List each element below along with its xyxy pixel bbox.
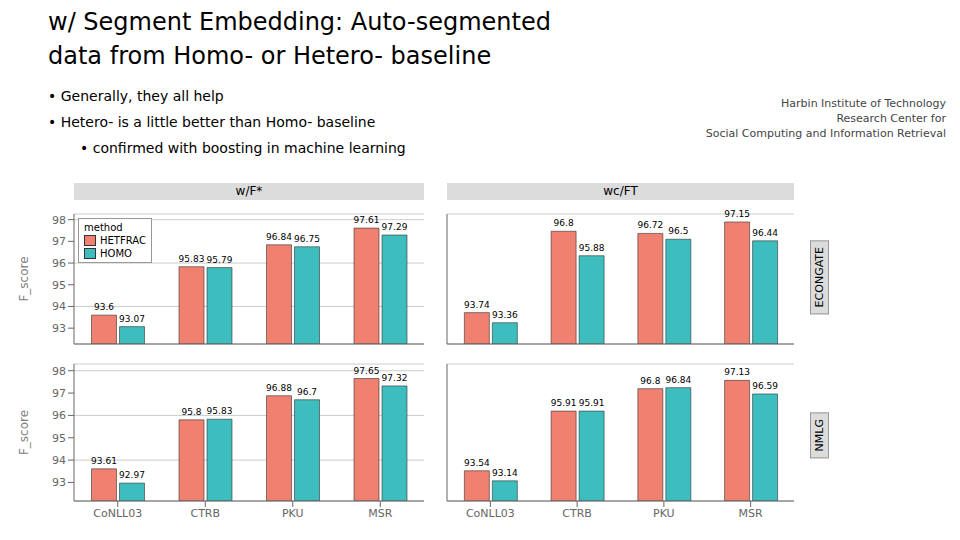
- svg-text:F_score: F_score: [17, 410, 31, 455]
- svg-text:95.79: 95.79: [207, 255, 233, 265]
- svg-text:98: 98: [52, 365, 66, 378]
- html-text:• Generally, they all help: • Generally, they all help: [48, 88, 224, 104]
- svg-text:F_score: F_score: [17, 256, 31, 301]
- svg-text:97.65: 97.65: [354, 366, 380, 376]
- svg-text:93.36: 93.36: [492, 310, 518, 320]
- svg-text:93.07: 93.07: [119, 314, 145, 324]
- svg-text:93.54: 93.54: [464, 458, 490, 468]
- html-text:w/F*: w/F*: [235, 184, 263, 198]
- html-text:HETFRAC: HETFRAC: [100, 235, 146, 246]
- svg-text:97: 97: [52, 387, 66, 400]
- svg-text:97.13: 97.13: [724, 367, 750, 377]
- svg-text:96: 96: [52, 257, 66, 270]
- svg-text:93: 93: [52, 476, 66, 489]
- svg-text:CoNLL03: CoNLL03: [466, 507, 515, 520]
- svg-text:95.91: 95.91: [579, 398, 605, 408]
- html-text:NMLG: NMLG: [812, 419, 826, 452]
- svg-text:97: 97: [52, 235, 66, 248]
- svg-text:95: 95: [52, 432, 66, 445]
- svg-text:MSR: MSR: [739, 507, 763, 520]
- svg-text:96.59: 96.59: [752, 381, 778, 391]
- svg-text:95.91: 95.91: [551, 398, 577, 408]
- svg-text:98: 98: [52, 214, 66, 227]
- svg-text:PKU: PKU: [282, 507, 304, 520]
- svg-text:96.7: 96.7: [297, 387, 317, 397]
- svg-text:95.88: 95.88: [579, 243, 605, 253]
- svg-text:95.8: 95.8: [181, 407, 201, 417]
- svg-text:95.83: 95.83: [207, 406, 233, 416]
- svg-text:CoNLL03: CoNLL03: [93, 507, 142, 520]
- svg-text:92.97: 92.97: [119, 470, 145, 480]
- svg-text:96.8: 96.8: [554, 218, 574, 228]
- svg-text:97.29: 97.29: [382, 222, 408, 232]
- svg-text:MSR: MSR: [368, 507, 392, 520]
- html-text:w/ Segment Embedding: Auto-seg: w/ Segment Embedding: Auto-segmented: [48, 8, 551, 36]
- html-text:method: method: [84, 222, 123, 233]
- html-text:• confirmed with boosting in m: • confirmed with boosting in machine lea…: [80, 140, 406, 156]
- svg-text:94: 94: [52, 300, 66, 313]
- svg-text:95: 95: [52, 279, 66, 292]
- svg-text:96.72: 96.72: [637, 220, 663, 230]
- svg-text:97.15: 97.15: [724, 209, 750, 219]
- svg-text:CTRB: CTRB: [562, 507, 592, 520]
- svg-text:PKU: PKU: [653, 507, 675, 520]
- html-text:Harbin Institute of Technology: Harbin Institute of Technology Research …: [705, 97, 946, 140]
- svg-text:96.88: 96.88: [266, 383, 292, 393]
- svg-text:93: 93: [52, 322, 66, 335]
- svg-text:96.84: 96.84: [266, 232, 292, 242]
- svg-text:96: 96: [52, 409, 66, 422]
- svg-text:93.74: 93.74: [464, 300, 490, 310]
- svg-text:94: 94: [52, 454, 66, 467]
- svg-text:97.61: 97.61: [354, 215, 380, 225]
- html-text:ECONGATE: ECONGATE: [812, 247, 826, 308]
- svg-text:CTRB: CTRB: [190, 507, 220, 520]
- html-text:wc/FT: wc/FT: [603, 184, 638, 198]
- html-text:HOMO: HOMO: [100, 248, 132, 259]
- svg-text:95.83: 95.83: [179, 254, 205, 264]
- svg-text:96.5: 96.5: [668, 226, 688, 236]
- html-text:• Hetero- is a little better t: • Hetero- is a little better than Homo- …: [48, 114, 376, 130]
- svg-text:96.8: 96.8: [640, 376, 660, 386]
- svg-text:96.84: 96.84: [665, 375, 691, 385]
- svg-text:96.75: 96.75: [294, 234, 320, 244]
- svg-text:97.32: 97.32: [382, 373, 408, 383]
- svg-text:93.14: 93.14: [492, 468, 518, 478]
- html-text:data from Homo- or Hetero- bas: data from Homo- or Hetero- baseline: [48, 42, 492, 70]
- svg-text:93.6: 93.6: [94, 302, 114, 312]
- svg-text:96.44: 96.44: [752, 228, 778, 238]
- svg-text:93.61: 93.61: [91, 456, 117, 466]
